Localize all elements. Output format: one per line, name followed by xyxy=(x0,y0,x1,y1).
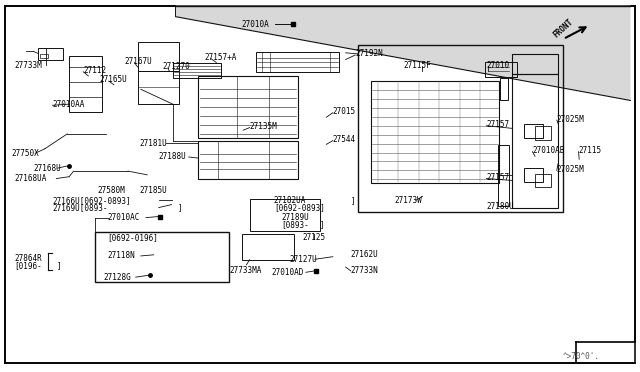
Bar xyxy=(40,54,48,58)
Text: 27173W: 27173W xyxy=(394,196,422,205)
Text: [0692-0196]: [0692-0196] xyxy=(108,233,158,242)
Text: 27181U: 27181U xyxy=(140,139,167,148)
Text: 27182UA: 27182UA xyxy=(274,196,307,205)
Text: 27010: 27010 xyxy=(486,61,509,70)
Bar xyxy=(500,78,508,100)
Text: ]: ] xyxy=(351,196,355,205)
Text: 27125: 27125 xyxy=(302,233,325,242)
Bar xyxy=(38,48,63,60)
Text: FRONT: FRONT xyxy=(552,17,575,39)
Text: 27010A: 27010A xyxy=(242,20,269,29)
Text: 27127U: 27127U xyxy=(289,255,317,264)
Bar xyxy=(138,42,179,71)
Text: 271270: 271270 xyxy=(163,62,190,71)
Text: 27192N: 27192N xyxy=(355,49,383,58)
Text: 27733M: 27733M xyxy=(14,61,42,70)
Text: 27025M: 27025M xyxy=(557,165,584,174)
Text: 27157+A: 27157+A xyxy=(205,53,237,62)
Text: 27750X: 27750X xyxy=(12,149,39,158)
Text: 27166U[0692-0893]: 27166U[0692-0893] xyxy=(52,196,131,205)
Text: ]: ] xyxy=(56,261,61,270)
Text: 27010AB: 27010AB xyxy=(532,146,565,155)
Text: 27733N: 27733N xyxy=(351,266,378,275)
Text: 27162U: 27162U xyxy=(351,250,378,259)
Text: ^>70^0'.: ^>70^0'. xyxy=(563,352,600,361)
Text: 27168UA: 27168UA xyxy=(14,174,47,183)
Text: 27157: 27157 xyxy=(486,120,509,129)
Text: [0893-: [0893- xyxy=(282,220,309,229)
Bar xyxy=(535,174,551,187)
Text: 27180U: 27180U xyxy=(486,202,514,211)
Polygon shape xyxy=(176,6,630,100)
Text: 27025M: 27025M xyxy=(557,115,584,124)
Text: ]: ] xyxy=(320,220,324,229)
Text: 27189U: 27189U xyxy=(282,213,309,222)
Text: 27165U: 27165U xyxy=(99,76,127,84)
Text: 27580M: 27580M xyxy=(97,186,125,195)
Text: 27115F: 27115F xyxy=(403,61,431,70)
Text: 27185U: 27185U xyxy=(140,186,167,195)
Bar xyxy=(524,168,543,182)
Text: 27733MA: 27733MA xyxy=(229,266,262,275)
Text: 27167U: 27167U xyxy=(125,57,152,66)
Bar xyxy=(173,63,221,78)
Text: 27115: 27115 xyxy=(579,146,602,155)
Text: 27157: 27157 xyxy=(486,173,509,182)
Bar xyxy=(198,141,298,179)
Bar xyxy=(524,124,543,138)
Text: 27544: 27544 xyxy=(333,135,356,144)
Text: 27015: 27015 xyxy=(333,107,356,116)
Text: 27010AA: 27010AA xyxy=(52,100,85,109)
Text: 27188U: 27188U xyxy=(159,153,186,161)
Text: 27135M: 27135M xyxy=(250,122,277,131)
Bar xyxy=(198,76,298,138)
Bar xyxy=(371,81,499,183)
Text: 27010AC: 27010AC xyxy=(108,213,140,222)
Bar xyxy=(535,126,551,140)
Bar xyxy=(498,145,509,206)
Text: 27128G: 27128G xyxy=(104,273,131,282)
Bar xyxy=(256,52,339,72)
Text: [0196-: [0196- xyxy=(14,261,42,270)
Text: ]: ] xyxy=(178,203,182,212)
Bar xyxy=(512,54,558,74)
Text: 27118N: 27118N xyxy=(108,251,135,260)
Bar xyxy=(485,62,517,77)
Bar xyxy=(512,74,558,208)
Text: 27112: 27112 xyxy=(83,66,106,75)
Text: 27168U: 27168U xyxy=(33,164,61,173)
Bar xyxy=(138,71,179,104)
Text: 27010AD: 27010AD xyxy=(271,268,304,277)
Text: 27864R: 27864R xyxy=(14,254,42,263)
Bar xyxy=(95,232,229,282)
Bar xyxy=(250,199,320,231)
Bar xyxy=(358,45,563,212)
Bar xyxy=(69,56,102,112)
Bar xyxy=(242,234,294,260)
Text: [0692-0893]: [0692-0893] xyxy=(274,203,324,212)
Text: 27169U[0893-: 27169U[0893- xyxy=(52,203,108,212)
